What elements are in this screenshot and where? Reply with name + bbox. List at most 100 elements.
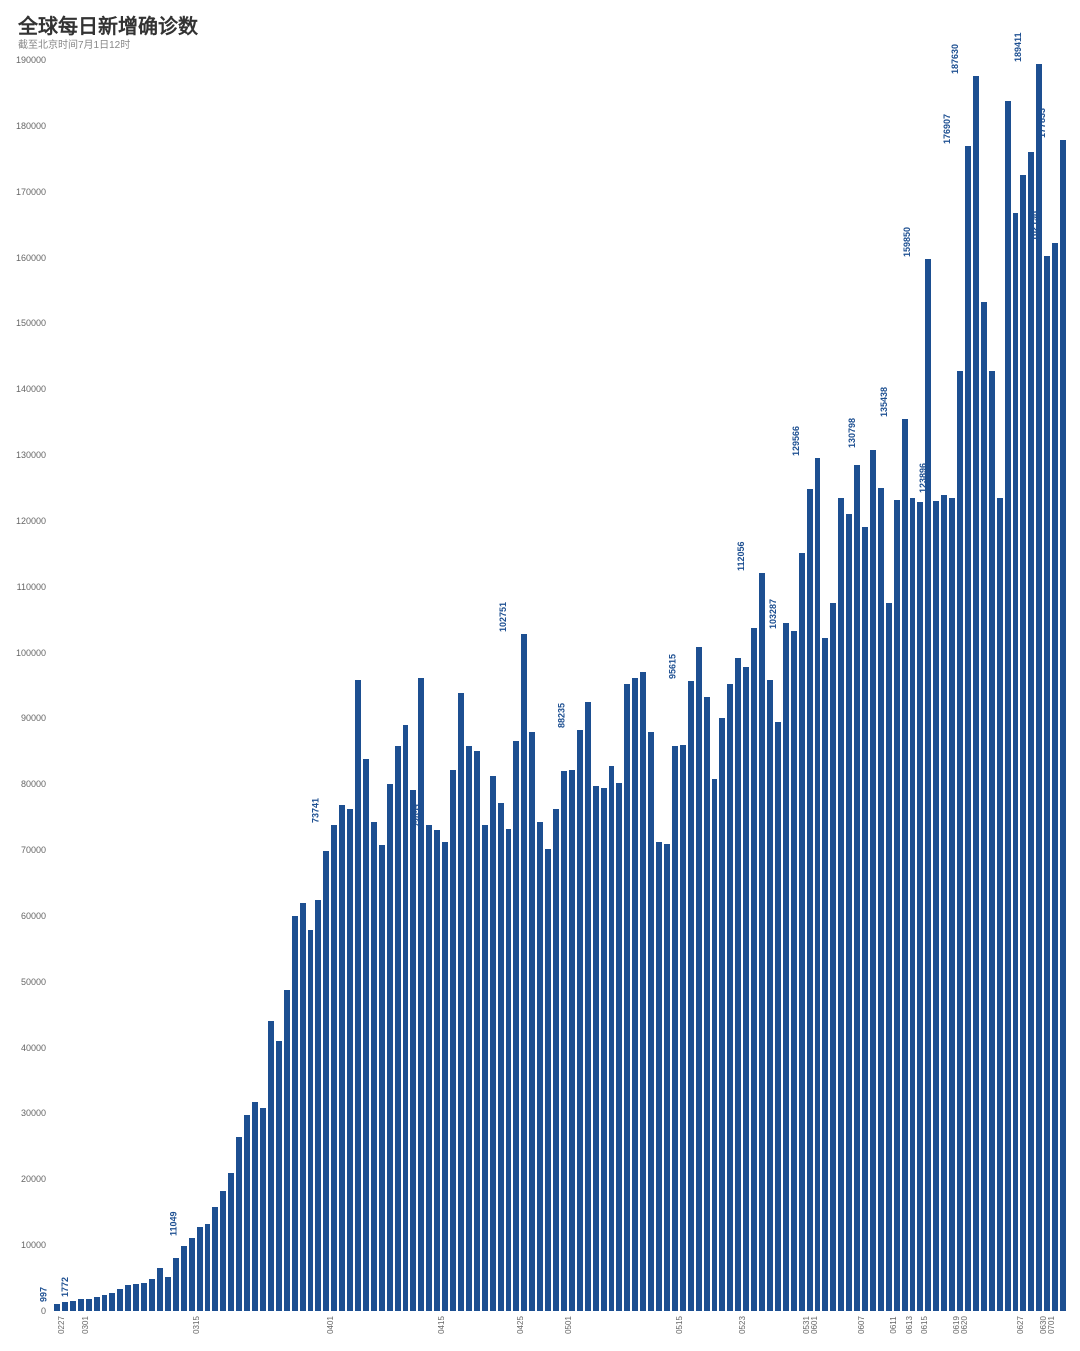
- bar: [854, 465, 860, 1311]
- bar: [910, 498, 916, 1311]
- x-tick: 0701: [1047, 1316, 1056, 1334]
- bar-value-label: 189411: [1013, 32, 1023, 64]
- x-tick: 0501: [564, 1316, 573, 1334]
- bar-slot: 9970227: [54, 60, 60, 1311]
- bar-slot: [426, 60, 432, 1311]
- bar-slot: 162198: [1052, 60, 1058, 1311]
- bar: 189411: [1036, 64, 1042, 1311]
- bar-slot: [878, 60, 884, 1311]
- bar: [513, 741, 519, 1311]
- bar-slot: [347, 60, 353, 1311]
- y-tick: 150000: [16, 318, 46, 328]
- y-tick: 160000: [16, 253, 46, 263]
- bar: [1028, 152, 1034, 1311]
- bar: [632, 678, 638, 1311]
- bar-slot: 112056: [759, 60, 765, 1311]
- bar-slot: [284, 60, 290, 1311]
- bar-slot: 0515: [672, 60, 678, 1311]
- bar-slot: [989, 60, 995, 1311]
- bar-value-label: 997: [38, 1287, 48, 1304]
- bar-slot: 0531: [799, 60, 805, 1311]
- bar-slot: [616, 60, 622, 1311]
- bar: [466, 746, 472, 1311]
- bar: [862, 527, 868, 1311]
- bar-slot: [125, 60, 131, 1311]
- x-tick: 0615: [920, 1316, 929, 1334]
- x-tick: 0601: [810, 1316, 819, 1334]
- bar: [363, 759, 369, 1311]
- bar-slot: [236, 60, 242, 1311]
- bar-slot: [553, 60, 559, 1311]
- bar-value-label: 112056: [736, 542, 746, 574]
- bar-value-label: 162198: [1029, 211, 1039, 243]
- bar: [537, 822, 543, 1311]
- bar-slot: [466, 60, 472, 1311]
- bar-slot: [783, 60, 789, 1311]
- bar: 159850: [925, 259, 931, 1311]
- bar: [450, 770, 456, 1311]
- bar-slot: 0615: [917, 60, 923, 1311]
- bar-slot: [252, 60, 258, 1311]
- bar-slot: [1028, 60, 1034, 1311]
- bar: [197, 1227, 203, 1311]
- bar: [252, 1102, 258, 1311]
- bar-slot: [371, 60, 377, 1311]
- y-tick: 130000: [16, 450, 46, 460]
- bar: [212, 1207, 218, 1311]
- bar-slot: [410, 60, 416, 1311]
- bar-slot: [181, 60, 187, 1311]
- y-tick: 180000: [16, 121, 46, 131]
- y-tick: 60000: [21, 911, 46, 921]
- bar-slot: 129566: [815, 60, 821, 1311]
- y-tick: 0: [41, 1306, 46, 1316]
- bar-slot: [62, 60, 68, 1311]
- bar-slot: [260, 60, 266, 1311]
- bar: [236, 1137, 242, 1311]
- y-tick: 20000: [21, 1174, 46, 1184]
- bar: 103287: [791, 631, 797, 1311]
- bar: [743, 667, 749, 1311]
- bar: [529, 732, 535, 1311]
- x-tick: 0611: [889, 1316, 898, 1333]
- bar-slot: [981, 60, 987, 1311]
- bar: [997, 498, 1003, 1311]
- bar-value-label: 103287: [768, 599, 778, 631]
- bar-slot: [308, 60, 314, 1311]
- bar: [719, 718, 725, 1311]
- bar-slot: [109, 60, 115, 1311]
- bar-slot: [680, 60, 686, 1311]
- bar: [830, 603, 836, 1311]
- bar-slot: [244, 60, 250, 1311]
- bar: [157, 1268, 163, 1311]
- bar: [86, 1299, 92, 1312]
- bar-value-label: 177833: [1037, 108, 1047, 140]
- bar: [1020, 175, 1026, 1311]
- bar-slot: [197, 60, 203, 1311]
- bar: [704, 697, 710, 1311]
- bar: [656, 842, 662, 1311]
- bar: [561, 771, 567, 1311]
- bar-slot: [656, 60, 662, 1311]
- x-tick: 0401: [326, 1316, 335, 1334]
- bar: [957, 371, 963, 1311]
- bar: [553, 809, 559, 1311]
- bar-slot: 102751: [521, 60, 527, 1311]
- bar-slot: [632, 60, 638, 1311]
- bar: [807, 489, 813, 1311]
- x-tick: 0227: [57, 1316, 66, 1334]
- bar: [276, 1041, 282, 1311]
- bar: [442, 842, 448, 1311]
- bar: [379, 845, 385, 1311]
- bar-slot: [315, 60, 321, 1311]
- y-tick: 50000: [21, 977, 46, 987]
- bar: [989, 371, 995, 1311]
- bar-value-label: 95615: [667, 654, 677, 681]
- bar: [616, 783, 622, 1311]
- bar: [767, 680, 773, 1311]
- bar: [125, 1285, 131, 1311]
- bar: 1772: [78, 1299, 84, 1311]
- bar-slot: [624, 60, 630, 1311]
- bar-value-label: 11049: [168, 1212, 178, 1239]
- bar: [339, 805, 345, 1311]
- bar-slot: [117, 60, 123, 1311]
